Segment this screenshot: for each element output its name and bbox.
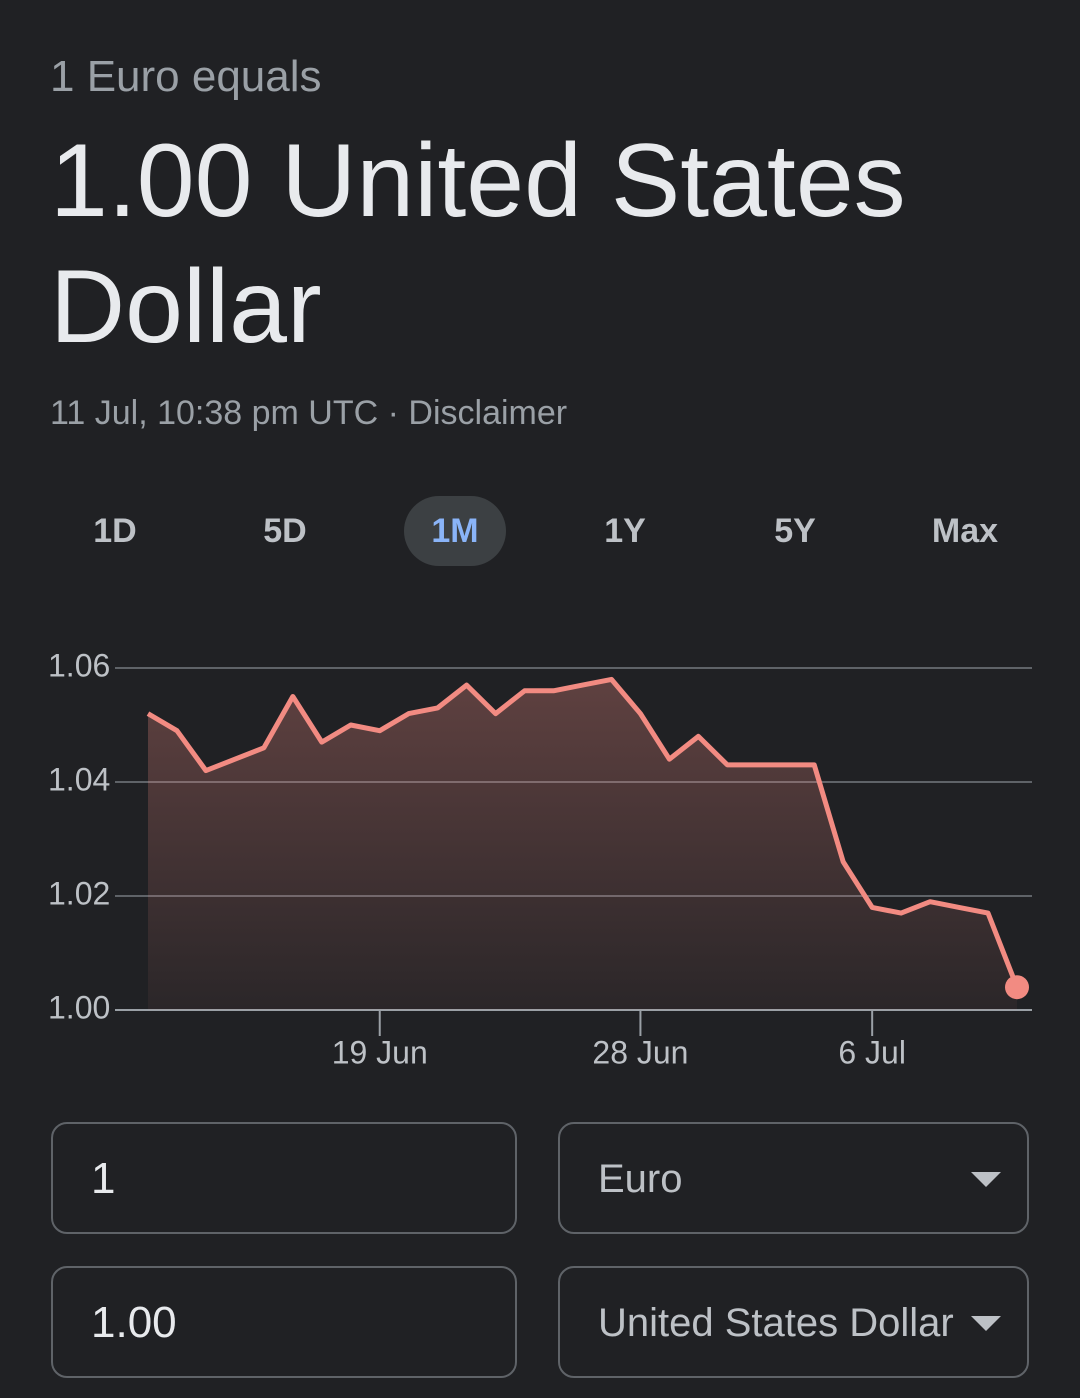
range-tab[interactable]: Max [931, 512, 999, 550]
amount: 1.00 United States Dollar [50, 123, 906, 365]
range-tab[interactable]: 1M [404, 496, 506, 566]
y-tick-label: 1.06 [48, 647, 110, 683]
to-amount: 1.00 [91, 1298, 177, 1347]
range-tab[interactable]: 1Y [604, 512, 646, 550]
line [146, 676, 1020, 989]
range-tab[interactable]: 1D [93, 512, 137, 550]
range-tab[interactable]: 5D [263, 512, 307, 550]
dropdown-arrow [971, 1316, 1001, 1331]
y-tick-label: 1.04 [48, 761, 110, 797]
timestamp: 11 Jul, 10:38 pm UTC [50, 394, 379, 432]
from-amount-input[interactable]: 1 [51, 1122, 517, 1234]
dropdown-arrow [971, 1172, 1001, 1187]
range-tab[interactable]: 5Y [774, 512, 816, 550]
x-tick-label: 19 Jun [332, 1034, 428, 1070]
area [148, 679, 1017, 1010]
end-point [1005, 975, 1029, 1000]
x-tick-label: 28 Jun [592, 1034, 688, 1070]
to-amount-input[interactable]: 1.00 [51, 1266, 517, 1378]
y-tick-label: 1.02 [48, 875, 110, 911]
to-currency: United States Dollar [598, 1301, 954, 1345]
chart: 1.00 1.02 1.04 1.06 19 Jun 28 Jun 6 Jul [48, 647, 1032, 1070]
from-currency-select[interactable]: Euro [558, 1122, 1029, 1234]
timestamp-line: 11 Jul, 10:38 pm UTC · Disclaimer [50, 394, 567, 433]
x-tick-label: 6 Jul [838, 1034, 906, 1070]
separator: · [387, 394, 399, 432]
y-tick-label: 1.00 [48, 989, 110, 1025]
subtitle: 1 Euro equals [50, 52, 322, 101]
to-currency-select[interactable]: United States Dollar [558, 1266, 1029, 1378]
from-amount: 1 [91, 1154, 116, 1203]
from-currency: Euro [598, 1157, 683, 1201]
disclaimer-link[interactable]: Disclaimer [408, 394, 568, 432]
